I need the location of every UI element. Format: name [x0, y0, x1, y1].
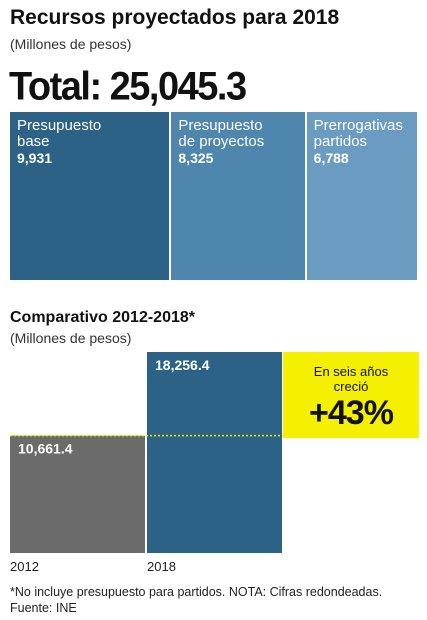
treemap-label: Presupuesto de proyectos [178, 117, 265, 150]
treemap-value: 8,325 [178, 150, 214, 166]
callout-text-line2: creció [333, 379, 369, 394]
callout-value: +43% [309, 394, 394, 432]
bar-2018 [147, 352, 282, 553]
chart-subtitle: (Millones de pesos) [10, 36, 132, 52]
footnote: *No incluye presupuesto para partidos. N… [10, 585, 383, 599]
bar-value-label: 10,661.4 [18, 441, 73, 457]
comparison-bar-chart: 10,661.4 2012 18,256.4 2018 [10, 352, 283, 574]
callout-text-line1: En seis años [313, 364, 389, 379]
treemap-block-presupuesto-proyectos: Presupuesto de proyectos 8,325 [171, 112, 305, 280]
comparison-title: Comparativo 2012-2018* [10, 309, 195, 326]
category-label: 2012 [10, 559, 39, 574]
source-note: Fuente: INE [10, 601, 77, 615]
comparison-subtitle: (Millones de pesos) [10, 330, 132, 346]
treemap-label: Prerrogativas partidos [313, 117, 403, 150]
bar-2012 [10, 435, 145, 553]
treemap-block-presupuesto-base: Presupuesto base 9,931 [10, 112, 170, 280]
total-label: Total: 25,045.3 [9, 64, 247, 110]
treemap-label: Presupuesto base [17, 117, 102, 150]
treemap-value: 6,788 [313, 150, 349, 166]
treemap-block-prerrogativas-partidos: Prerrogativas partidos 6,788 [306, 112, 417, 280]
category-label: 2018 [147, 559, 176, 574]
bar-value-label: 18,256.4 [155, 357, 210, 373]
growth-callout: En seis años creció +43% [283, 352, 419, 438]
chart-title: Recursos proyectados para 2018 [10, 6, 340, 29]
treemap-value: 9,931 [17, 150, 53, 166]
